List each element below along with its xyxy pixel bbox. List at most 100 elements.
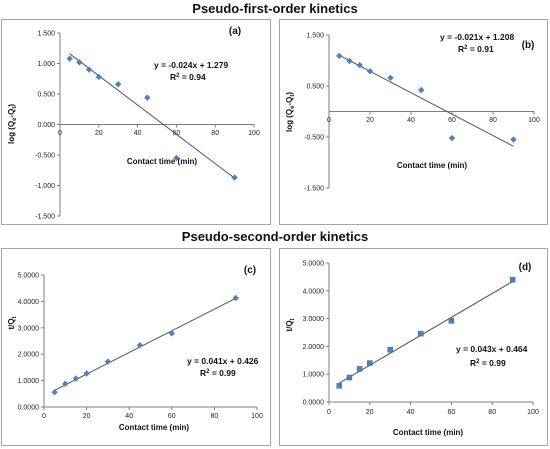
trendline	[339, 54, 514, 147]
data-point	[66, 55, 73, 62]
y-tick-label: 0.500	[306, 84, 324, 91]
r-squared-prefix: R	[200, 368, 206, 378]
panel-label: (b)	[522, 40, 535, 51]
y-tick-label: 0.0000	[18, 405, 40, 412]
panel-label: (d)	[519, 262, 532, 273]
y-axis-label-part: )	[7, 104, 16, 107]
r-squared-sup: 2	[176, 73, 180, 79]
x-tick-label: 0	[327, 117, 331, 124]
x-tick-label: 0	[58, 130, 62, 137]
y-axis-label: t/Qt	[7, 316, 18, 329]
x-tick-label: 0	[42, 413, 46, 420]
y-axis-label-part: t/Q	[285, 320, 294, 331]
x-tick-label: 40	[134, 130, 142, 137]
data-point	[387, 346, 393, 353]
y-axis-label-part: e	[12, 117, 18, 121]
data-point	[448, 134, 456, 142]
y-tick-label: 0.0000	[303, 400, 325, 407]
panel-label: (a)	[229, 26, 241, 37]
x-tick-label: 20	[366, 117, 374, 124]
r-squared-label: R2 = 0.99	[200, 368, 236, 378]
r-squared-value: = 0.99	[479, 358, 506, 368]
y-tick-label: 1.0000	[303, 372, 325, 379]
y-tick-label: 3.0000	[303, 316, 325, 323]
x-tick-label: 80	[488, 409, 496, 416]
x-tick-label: 60	[168, 413, 176, 420]
data-point	[231, 174, 238, 181]
y-tick-label: -1.500	[304, 186, 324, 193]
data-point	[144, 94, 151, 101]
data-point	[51, 389, 58, 396]
x-tick-label: 20	[366, 409, 374, 416]
x-tick-label: 60	[173, 130, 181, 137]
data-point	[62, 380, 69, 387]
x-tick-label: 20	[83, 413, 91, 420]
trendline-equation: y = 0.041x + 0.426	[187, 356, 259, 366]
x-tick-label: 40	[125, 413, 133, 420]
y-axis-label-part: t	[12, 107, 18, 109]
r-squared-value: = 0.94	[179, 72, 206, 82]
y-axis-label-part: )	[285, 92, 294, 95]
r-squared-value: = 0.99	[209, 368, 236, 378]
data-point	[168, 330, 175, 337]
r-squared-label: R2 = 0.99	[470, 358, 506, 368]
data-point	[356, 366, 363, 372]
y-axis-label-part: e	[290, 105, 296, 109]
y-tick-label: -1.000	[35, 183, 55, 190]
data-point	[387, 74, 394, 82]
y-axis-label-part: t	[12, 316, 18, 318]
data-point	[95, 73, 102, 81]
data-point	[509, 276, 516, 283]
x-tick-label: 100	[528, 117, 540, 124]
x-tick-label: 80	[211, 413, 219, 420]
x-tick-label: 40	[407, 409, 415, 416]
x-tick-label: 40	[407, 117, 415, 124]
y-tick-label: 1.0000	[18, 378, 40, 385]
y-axis-label-part: log (Q	[7, 121, 16, 144]
y-axis-label: log (Qe-Qt)	[285, 92, 296, 132]
r-squared-sup: 2	[464, 45, 468, 51]
x-axis-label: Contact time (min)	[127, 157, 198, 166]
y-tick-label: -0.500	[35, 153, 55, 160]
y-axis-label-part: -Q	[7, 109, 16, 118]
y-tick-label: 1.500	[37, 31, 55, 38]
y-axis-label: t/Qt	[285, 318, 296, 331]
data-point	[115, 81, 122, 88]
data-point	[346, 57, 353, 65]
data-point	[83, 370, 90, 377]
x-tick-label: 60	[448, 117, 456, 124]
y-tick-label: 4.0000	[18, 299, 40, 306]
y-tick-label: 0.500	[37, 92, 55, 99]
r-squared-sup: 2	[476, 359, 480, 365]
y-tick-label: 4.0000	[303, 288, 325, 295]
title-pseudo-second-order: Pseudo-second-order kinetics	[181, 229, 369, 244]
chart-panel-b: 1.500 0.500 -0.500 -1.500 0 20 40 60 80 100 y = -0…	[279, 19, 548, 225]
data-point	[356, 61, 363, 69]
trendline-equation: y = -0.024x + 1.279	[154, 60, 228, 70]
trendline	[338, 281, 513, 384]
r-squared-prefix: R	[170, 72, 176, 82]
data-point	[510, 136, 517, 143]
y-tick-label: -1.500	[35, 214, 55, 221]
data-point	[336, 383, 342, 389]
r-squared-prefix: R	[470, 358, 476, 368]
y-axis-label: log (Qe-Qt)	[7, 104, 18, 144]
trendline-equation: y = -0.021x + 1.208	[440, 32, 514, 42]
x-tick-label: 100	[251, 413, 263, 420]
trendline	[54, 297, 236, 391]
chart-panel-a: 1.500 1.000 0.500 0.000 -0.500 -1.000 -1.500 0 2…	[1, 19, 271, 225]
r-squared-label: R2 = 0.94	[170, 72, 206, 82]
y-tick-label: 5.0000	[18, 273, 40, 280]
y-axis-label-part: -Q	[285, 97, 294, 106]
data-point	[72, 375, 80, 382]
y-tick-label: 1.000	[37, 61, 55, 68]
x-tick-label: 80	[489, 117, 497, 124]
chart-svg-a: 1.500 1.000 0.500 0.000 -0.500 -1.000 -1.500 0 2…	[7, 26, 260, 221]
data-point	[346, 374, 353, 381]
x-tick-label: 80	[211, 130, 219, 137]
y-axis-label-part: log (Q	[285, 109, 294, 132]
data-point	[232, 294, 239, 302]
data-point	[173, 154, 180, 162]
